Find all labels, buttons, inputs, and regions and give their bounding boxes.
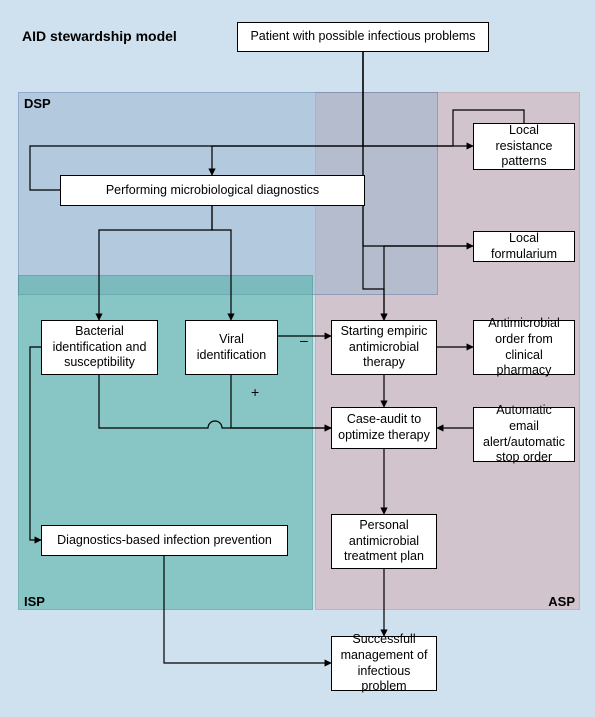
sign-plus: +: [251, 384, 259, 400]
node-success: Successfull management of infectious pro…: [331, 636, 437, 691]
region-label-asp: ASP: [548, 594, 575, 609]
node-plan: Personal antimicrobial treatment plan: [331, 514, 437, 569]
node-caseaudit: Case-audit to optimize therapy: [331, 407, 437, 449]
node-bis: Bacterial identification and susceptibil…: [41, 320, 158, 375]
node-vi: Viral identification: [185, 320, 278, 375]
node-patient: Patient with possible infectious problem…: [237, 22, 489, 52]
node-order: Antimicrobial order from clinical pharma…: [473, 320, 575, 375]
region-label-isp: ISP: [24, 594, 45, 609]
sign-minus: –: [300, 332, 308, 348]
node-dbip: Diagnostics-based infection prevention: [41, 525, 288, 556]
diagram-title: AID stewardship model: [22, 28, 177, 44]
node-lf: Local formularium: [473, 231, 575, 262]
node-autoemail: Automatic email alert/automatic stop ord…: [473, 407, 575, 462]
region-label-dsp: DSP: [24, 96, 51, 111]
node-empiric: Starting empiric antimicrobial therapy: [331, 320, 437, 375]
node-lrp: Local resistance patterns: [473, 123, 575, 170]
node-pmd: Performing microbiological diagnostics: [60, 175, 365, 206]
diagram-stage: AID stewardship model DSP ISP ASP Patient wi…: [0, 0, 595, 717]
